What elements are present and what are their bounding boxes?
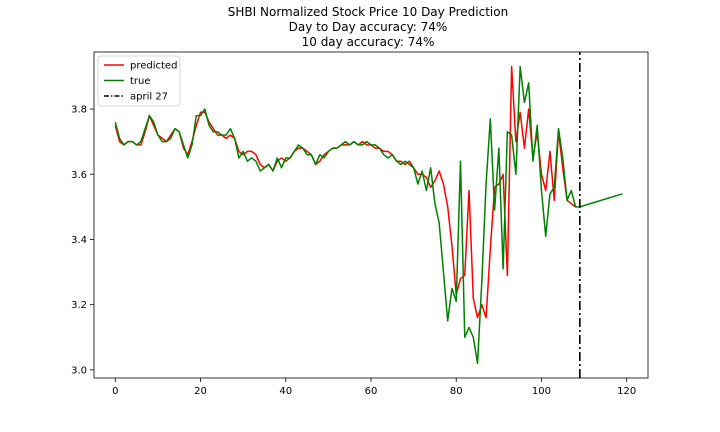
- legend-label-1: true: [130, 76, 151, 87]
- y-tick-label: 3.0: [71, 365, 87, 376]
- title-line-1: Day to Day accuracy: 74%: [289, 20, 448, 34]
- plot-area: [93, 51, 649, 379]
- legend: predicted true april 27: [97, 55, 181, 107]
- y-tick-label: 3.6: [71, 170, 87, 181]
- x-tick-label: 40: [279, 386, 292, 397]
- y-tick-label: 3.4: [71, 235, 87, 246]
- x-tick-label: 60: [365, 386, 378, 397]
- legend-label-2: april 27: [130, 92, 168, 103]
- x-tick-label: 80: [450, 386, 463, 397]
- title-line-2: 10 day accuracy: 74%: [302, 35, 435, 49]
- series-line-1: [114, 65, 623, 365]
- x-tick-label: 20: [194, 386, 207, 397]
- chart-title: SHBI Normalized Stock Price 10 Day Predi…: [228, 5, 508, 49]
- x-tick-label: 100: [532, 386, 551, 397]
- axis-ticks: 0 20 40 60 80 100 120 3.0 3.2 3.4 3.6 3.8: [71, 105, 636, 397]
- y-tick-label: 3.2: [71, 300, 87, 311]
- series-line-0: [114, 65, 577, 319]
- x-tick-label: 120: [617, 386, 636, 397]
- legend-label-0: predicted: [130, 61, 177, 72]
- x-tick-label: 0: [112, 386, 118, 397]
- title-line-0: SHBI Normalized Stock Price 10 Day Predi…: [228, 5, 508, 19]
- y-tick-label: 3.8: [71, 105, 87, 116]
- legend-box: [97, 55, 181, 107]
